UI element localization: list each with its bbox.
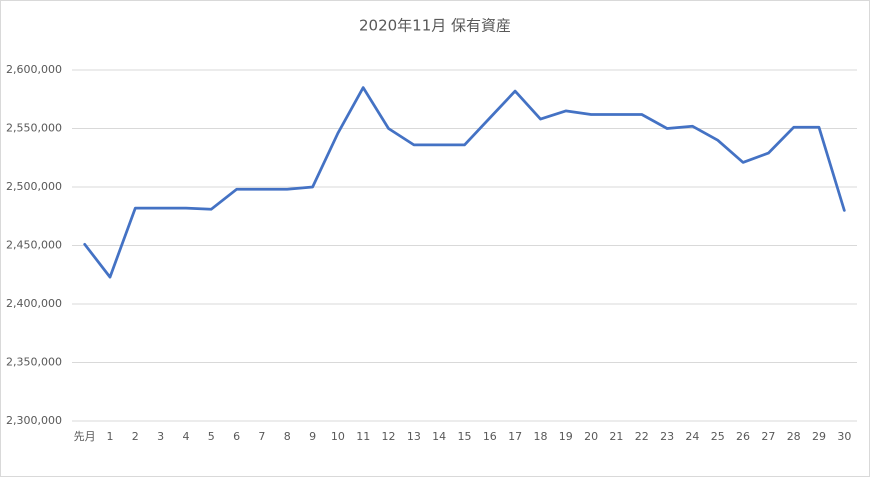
y-tick-label: 2,600,000 (6, 63, 62, 76)
y-tick-label: 2,350,000 (6, 356, 62, 369)
y-tick-label: 2,550,000 (6, 122, 62, 135)
x-tick-label: 18 (533, 430, 547, 443)
chart-title: 2020年11月 保有資産 (359, 17, 511, 35)
data-line (83, 86, 846, 279)
x-tick-label: 6 (233, 430, 240, 443)
x-tick-label: 24 (685, 430, 699, 443)
x-tick-label: 22 (635, 430, 649, 443)
x-tick-label: 14 (432, 430, 446, 443)
x-tick-label: 27 (761, 430, 775, 443)
x-tick-label: 先月 (74, 430, 96, 443)
x-tick-label: 11 (356, 430, 370, 443)
x-tick-label: 12 (382, 430, 396, 443)
x-tick-label: 28 (787, 430, 801, 443)
x-tick-label: 29 (812, 430, 826, 443)
x-tick-label: 7 (258, 430, 265, 443)
y-tick-label: 2,400,000 (6, 297, 62, 310)
y-tick-label: 2,450,000 (6, 239, 62, 252)
x-tick-label: 19 (559, 430, 573, 443)
x-tick-label: 10 (331, 430, 345, 443)
y-tick-label: 2,500,000 (6, 180, 62, 193)
x-tick-label: 13 (407, 430, 421, 443)
x-tick-label: 17 (508, 430, 522, 443)
x-tick-label: 8 (284, 430, 291, 443)
x-tick-label: 21 (609, 430, 623, 443)
x-tick-label: 3 (157, 430, 164, 443)
x-tick-label: 2 (132, 430, 139, 443)
x-tick-label: 30 (837, 430, 851, 443)
x-tick-label: 23 (660, 430, 674, 443)
x-tick-label: 26 (736, 430, 750, 443)
x-tick-label: 5 (208, 430, 215, 443)
x-tick-label: 1 (106, 430, 113, 443)
x-tick-label: 25 (711, 430, 725, 443)
x-tick-label: 20 (584, 430, 598, 443)
x-tick-label: 9 (309, 430, 316, 443)
x-tick-label: 16 (483, 430, 497, 443)
x-tick-label: 4 (182, 430, 189, 443)
y-tick-label: 2,300,000 (6, 414, 62, 427)
x-tick-label: 15 (458, 430, 472, 443)
